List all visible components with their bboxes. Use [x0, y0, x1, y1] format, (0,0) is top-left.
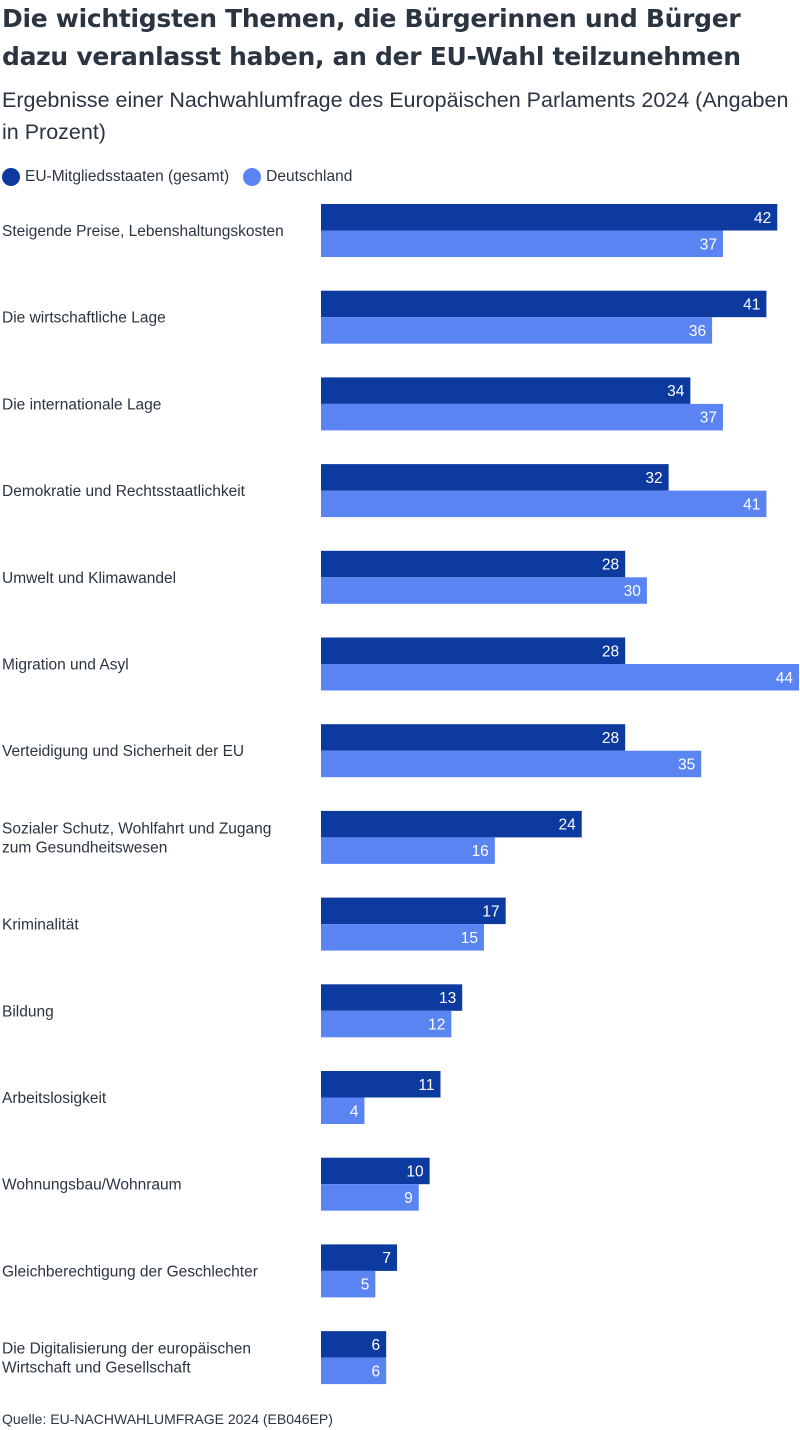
- category-label: Verteidigung und Sicherheit der EU: [2, 743, 244, 760]
- bar-deutschland: [321, 1097, 365, 1124]
- value-label-eu: 28: [602, 643, 619, 660]
- category-label: Steigende Preise, Lebenshaltungskosten: [2, 223, 284, 240]
- bar-deutschland: [321, 664, 799, 691]
- category-label: Wohnungsbau/Wohnraum: [2, 1177, 182, 1194]
- bar-deutschland: [321, 577, 647, 604]
- value-label-eu: 7: [382, 1250, 391, 1267]
- bar-deutschland: [321, 1010, 452, 1038]
- bar-eu: [321, 1071, 441, 1098]
- bar-chart: Steigende Preise, Lebenshaltungskosten42…: [2, 204, 799, 1385]
- category-label: Wirtschaft und Gesellschaft: [2, 1360, 191, 1377]
- category-label: zum Gesundheitswesen: [2, 839, 167, 856]
- bar-eu: [321, 1331, 387, 1358]
- legend-swatch-eu: [2, 168, 20, 186]
- bar-eu: [321, 810, 582, 838]
- value-label-eu: 17: [482, 903, 499, 920]
- value-label-deutschland: 36: [689, 323, 706, 340]
- value-label-deutschland: 6: [372, 1363, 381, 1380]
- bar-eu: [321, 984, 463, 1011]
- legend-item-eu: EU-Mitgliedsstaaten (gesamt): [2, 168, 229, 186]
- bar-eu: [321, 1157, 430, 1185]
- value-label-deutschland: 37: [700, 236, 717, 253]
- category-label: Migration und Asyl: [2, 657, 129, 674]
- value-label-eu: 34: [667, 383, 685, 400]
- bar-deutschland: [321, 317, 713, 344]
- value-label-eu: 24: [558, 817, 576, 834]
- bar-deutschland: [321, 750, 702, 778]
- chart-subtitle: Ergebnisse einer Nachwahlumfrage des Eur…: [2, 88, 789, 144]
- bar-eu: [321, 724, 626, 751]
- value-label-eu: 13: [439, 990, 456, 1007]
- bar-deutschland: [321, 490, 767, 518]
- chart-title: Die wichtigsten Themen, die Bürgerinnen …: [2, 4, 741, 71]
- bar-eu: [321, 1244, 398, 1271]
- bar-deutschland: [321, 403, 723, 431]
- bar-deutschland: [321, 1270, 376, 1298]
- legend: EU-Mitgliedsstaaten (gesamt) Deutschland: [2, 164, 366, 190]
- legend-swatch-deutschland: [243, 168, 262, 186]
- category-label: Die Digitalisierung der europäischen: [2, 1341, 251, 1358]
- bar-eu: [321, 550, 626, 578]
- bar-deutschland: [321, 1357, 387, 1385]
- bar-eu: [321, 204, 778, 231]
- value-label-deutschland: 12: [428, 1017, 445, 1034]
- legend-label-eu: EU-Mitgliedsstaaten (gesamt): [25, 168, 230, 185]
- value-label-deutschland: 5: [361, 1277, 370, 1294]
- category-label: Bildung: [2, 1003, 54, 1020]
- bar-eu: [321, 290, 767, 318]
- legend-item-deutschland: Deutschland: [243, 168, 352, 186]
- category-label: Gleichberechtigung der Geschlechter: [2, 1263, 258, 1280]
- category-label: Die internationale Lage: [2, 396, 161, 413]
- value-label-eu: 10: [406, 1163, 424, 1180]
- bar-eu: [321, 464, 669, 491]
- bar-eu: [321, 377, 691, 404]
- value-label-eu: 28: [602, 730, 619, 747]
- category-label: Umwelt und Klimawandel: [2, 570, 176, 587]
- value-label-deutschland: 16: [472, 843, 489, 860]
- value-label-deutschland: 44: [776, 670, 794, 687]
- value-label-eu: 32: [645, 470, 662, 487]
- value-label-deutschland: 30: [624, 583, 642, 600]
- value-label-eu: 41: [743, 296, 760, 313]
- category-label: Arbeitslosigkeit: [2, 1090, 107, 1107]
- bar-deutschland: [321, 924, 484, 951]
- bar-eu: [321, 637, 626, 664]
- value-label-deutschland: 41: [743, 496, 760, 513]
- value-label-eu: 6: [372, 1337, 381, 1354]
- category-label: Demokratie und Rechtsstaatlichkeit: [2, 483, 246, 500]
- category-label: Kriminalität: [2, 917, 79, 934]
- bar-deutschland: [321, 1184, 419, 1211]
- value-label-deutschland: 15: [461, 930, 478, 947]
- value-label-deutschland: 37: [700, 410, 717, 427]
- bar-eu: [321, 897, 506, 925]
- value-label-eu: 42: [754, 210, 771, 227]
- value-label-deutschland: 9: [404, 1190, 413, 1207]
- value-label-eu: 11: [418, 1077, 434, 1094]
- value-label-deutschland: 4: [350, 1103, 359, 1120]
- legend-label-deutschland: Deutschland: [266, 168, 353, 185]
- source-note: Quelle: EU-NACHWAHLUMFRAGE 2024 (EB046EP…: [2, 1411, 333, 1427]
- value-label-eu: 28: [602, 557, 619, 574]
- category-label: Sozialer Schutz, Wohlfahrt und Zugang: [2, 820, 271, 837]
- category-label: Die wirtschaftliche Lage: [2, 310, 166, 327]
- bar-deutschland: [321, 230, 723, 257]
- bar-deutschland: [321, 837, 495, 864]
- value-label-deutschland: 35: [678, 756, 695, 773]
